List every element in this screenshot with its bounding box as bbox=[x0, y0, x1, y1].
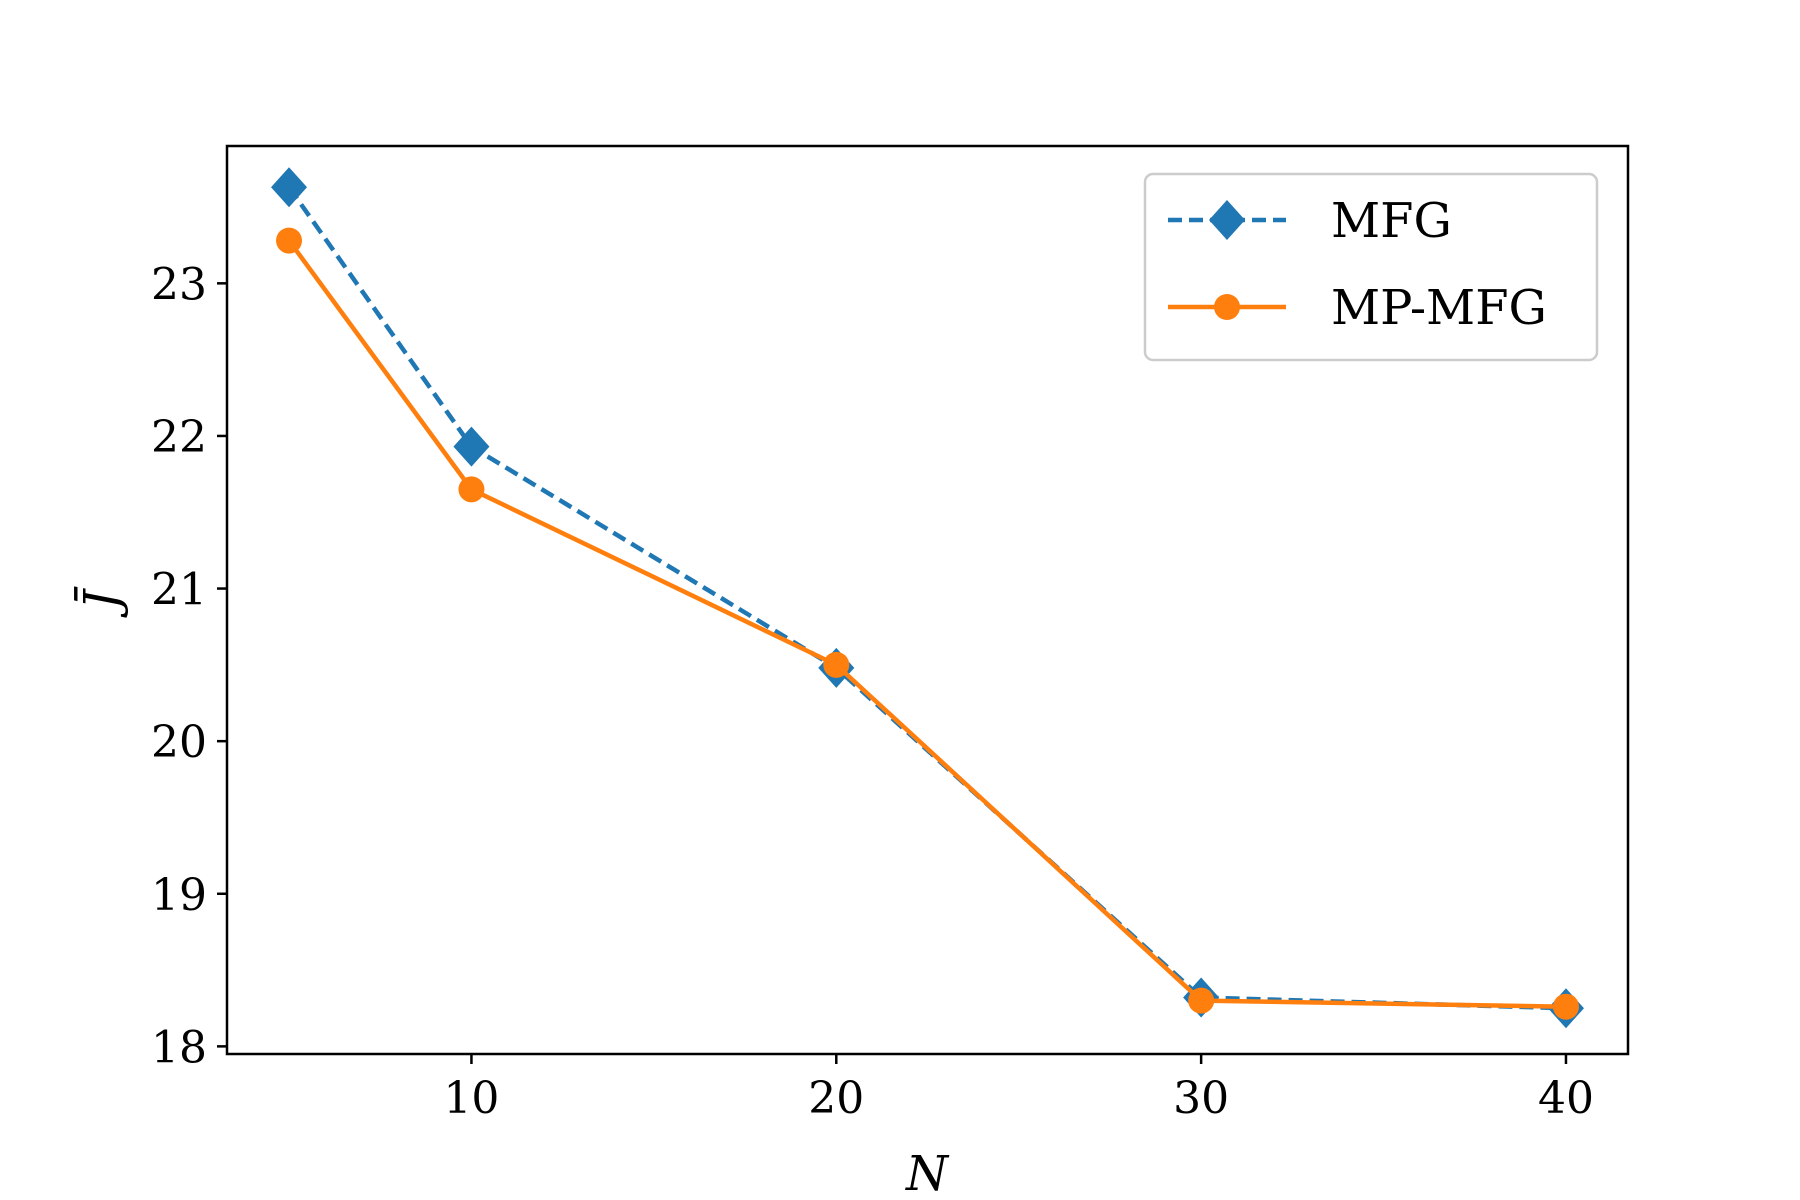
plot-frame bbox=[225, 144, 1630, 1056]
legend-mpmfg-label: MP-MFG bbox=[1331, 280, 1547, 336]
x-axis-title: N bbox=[905, 1146, 950, 1200]
data-point-mp-mfg bbox=[458, 476, 485, 503]
x-tick-label: 20 bbox=[808, 1073, 864, 1124]
data-point-mp-mfg bbox=[823, 651, 850, 678]
y-tick-label: 20 bbox=[151, 717, 207, 768]
data-point-mfg bbox=[271, 167, 308, 208]
data-point-mp-mfg bbox=[276, 227, 303, 254]
data-point-mfg bbox=[453, 426, 490, 467]
legend: MFG MP-MFG bbox=[1143, 172, 1599, 362]
y-tick-label: 18 bbox=[151, 1022, 207, 1073]
x-axis-ticks: 10 20 30 40 bbox=[443, 1054, 1594, 1124]
legend-mfg-marker bbox=[1209, 200, 1245, 240]
x-tick-label: 10 bbox=[443, 1073, 499, 1124]
data-point-mp-mfg bbox=[1552, 993, 1579, 1020]
y-tick-label: 23 bbox=[151, 259, 207, 310]
legend-mfg-label: MFG bbox=[1331, 193, 1452, 249]
y-tick-label: 19 bbox=[151, 870, 207, 921]
series-layer bbox=[271, 167, 1584, 1029]
x-tick-label: 40 bbox=[1538, 1073, 1594, 1124]
data-point-mp-mfg bbox=[1188, 987, 1215, 1014]
legend-mpmfg-marker bbox=[1214, 294, 1240, 320]
x-tick-label: 30 bbox=[1173, 1073, 1229, 1124]
y-axis-title: J̄ bbox=[72, 586, 130, 619]
y-tick-label: 22 bbox=[151, 412, 207, 463]
y-tick-label: 21 bbox=[151, 565, 207, 616]
y-axis-ticks: 18 19 20 21 22 23 bbox=[151, 259, 227, 1073]
